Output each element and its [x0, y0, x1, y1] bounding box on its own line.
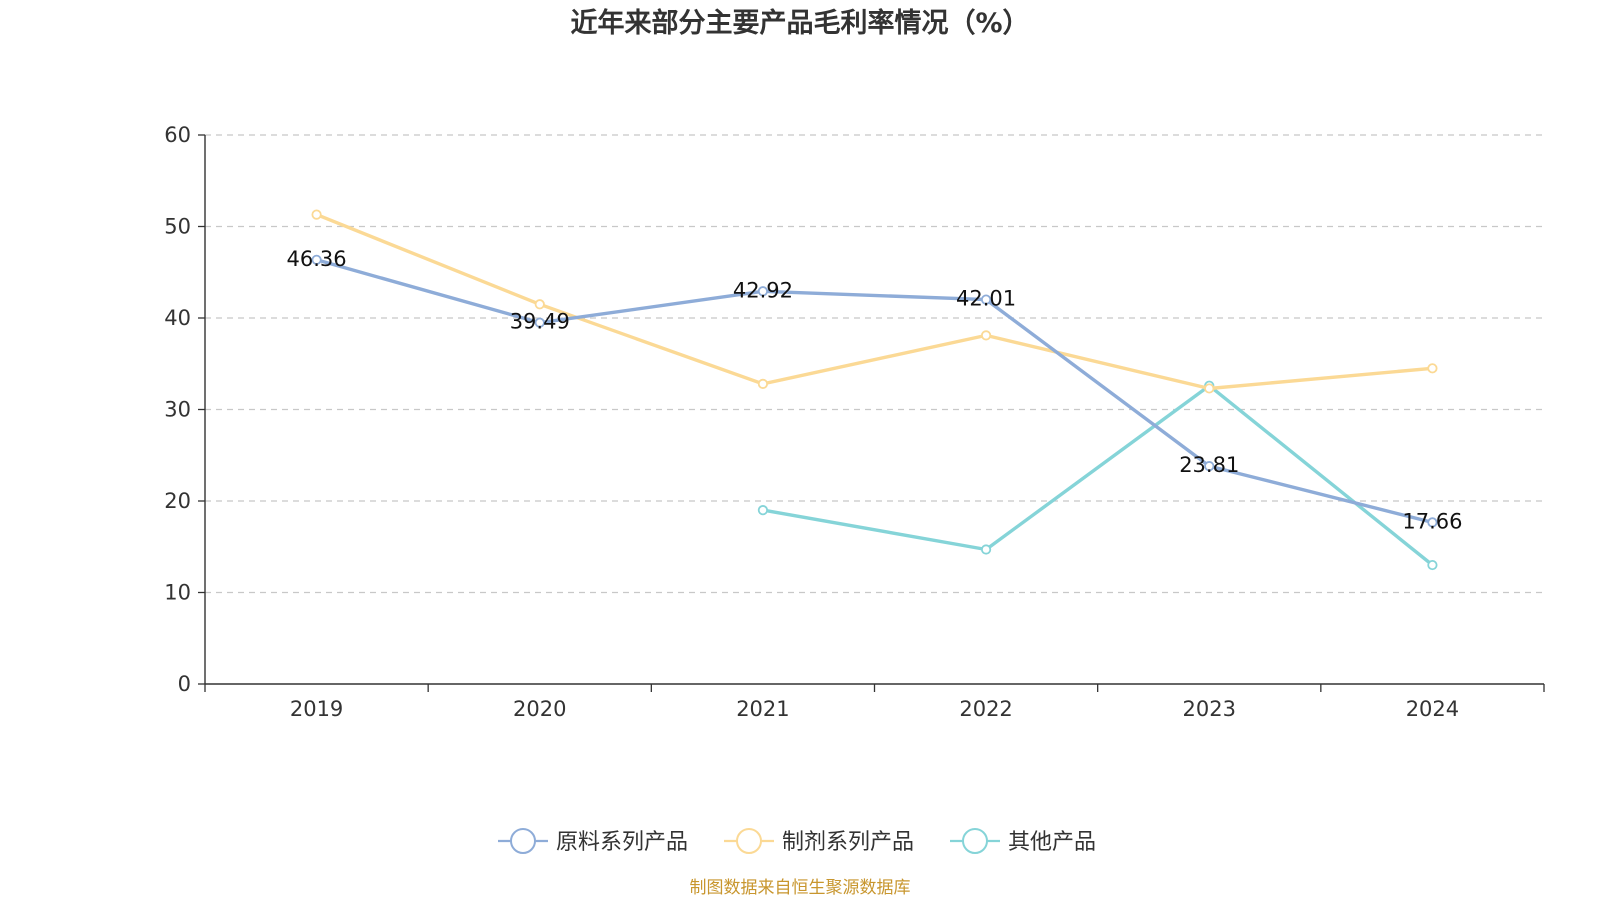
legend-item-0: 原料系列产品	[498, 828, 688, 855]
x-tick-label: 2024	[1406, 697, 1459, 721]
chart-title: 近年来部分主要产品毛利率情况（%）	[570, 7, 1029, 39]
x-tick-label: 2022	[959, 697, 1012, 721]
data-point	[1427, 363, 1438, 374]
source-note: 制图数据来自恒生聚源数据库	[690, 878, 911, 898]
data-point	[980, 330, 992, 341]
data-point	[980, 294, 992, 305]
series-lines	[311, 209, 1438, 571]
legend-marker	[962, 828, 988, 854]
series-line-0	[314, 258, 1435, 525]
y-tick-label: 0	[178, 672, 191, 696]
data-point	[1427, 517, 1438, 528]
grid-lines	[205, 134, 1544, 594]
data-label: 39.49	[510, 310, 570, 334]
data-label: 42.01	[956, 287, 1016, 311]
data-point	[311, 254, 322, 265]
legend-item-1: 制剂系列产品	[724, 828, 914, 855]
data-label: 42.92	[733, 278, 793, 302]
series-line-1	[314, 212, 1435, 391]
legend-marker	[510, 828, 536, 854]
x-tick-label: 2021	[736, 697, 789, 721]
y-tick-label: 40	[164, 306, 191, 330]
legend: 原料系列产品 制剂系列产品 其他产品	[498, 828, 1096, 855]
series-line-2	[761, 384, 1435, 567]
data-point	[757, 378, 769, 389]
data-point	[311, 209, 322, 220]
data-point	[534, 299, 545, 310]
data-point	[534, 317, 545, 328]
data-point	[757, 505, 769, 516]
data-point	[1204, 461, 1215, 472]
y-tick-label: 50	[164, 215, 191, 239]
data-point	[980, 544, 992, 555]
x-tick-label: 2020	[513, 697, 566, 721]
legend-label: 制剂系列产品	[782, 830, 914, 855]
data-point	[1204, 383, 1215, 394]
data-point	[1427, 559, 1438, 571]
data-point	[757, 286, 769, 297]
y-tick-label: 30	[164, 398, 191, 422]
x-tick-label: 2023	[1183, 697, 1236, 721]
legend-marker	[736, 828, 762, 854]
data-label: 46.36	[287, 247, 347, 271]
legend-label: 原料系列产品	[556, 830, 688, 855]
y-tick-label: 20	[164, 489, 191, 513]
data-labels: 46.36 39.49 42.92 42.01 23.81 17.66	[287, 247, 1463, 534]
data-label: 23.81	[1179, 453, 1239, 477]
axes: 0 10 20 30 40 50 60 2019 2020 2021 2022 2023 2024	[164, 123, 1545, 721]
x-tick-label: 2019	[290, 697, 343, 721]
y-tick-label: 60	[164, 123, 191, 147]
legend-label: 其他产品	[1008, 830, 1096, 855]
y-tick-label: 10	[164, 581, 191, 605]
legend-item-2: 其他产品	[950, 828, 1096, 855]
data-label: 17.66	[1402, 509, 1462, 533]
